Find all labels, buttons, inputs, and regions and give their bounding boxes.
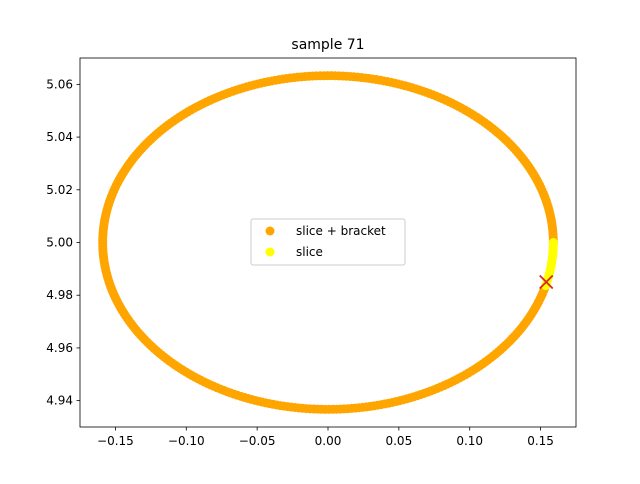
legend-swatch-slice-bracket xyxy=(265,226,275,236)
x-axis: −0.15 −0.10 −0.05 0.00 0.05 0.10 0.15 xyxy=(97,427,554,448)
x-tick-label: −0.05 xyxy=(239,434,276,448)
y-tick-label: 5.02 xyxy=(46,183,73,197)
legend: slice + bracket slice xyxy=(250,218,406,266)
x-tick-label: −0.15 xyxy=(97,434,134,448)
series-0 xyxy=(98,71,558,414)
y-tick-label: 4.98 xyxy=(46,288,73,302)
y-tick-label: 5.04 xyxy=(46,130,73,144)
x-tick-label: 0.05 xyxy=(385,434,412,448)
legend-label-slice-bracket: slice + bracket xyxy=(296,224,386,238)
legend-swatch-slice xyxy=(265,247,275,257)
series-1 xyxy=(541,238,558,291)
marker-layer xyxy=(539,274,554,290)
x-tick-label: 0.10 xyxy=(456,434,483,448)
x-tick-label: 0.00 xyxy=(315,434,342,448)
legend-label-slice: slice xyxy=(296,245,323,259)
x-marker xyxy=(539,274,554,290)
legend-box xyxy=(250,218,406,266)
data-point xyxy=(548,238,558,247)
x-tick-label: 0.15 xyxy=(527,434,554,448)
y-tick-label: 5.00 xyxy=(46,236,73,250)
points-layer xyxy=(98,71,558,414)
y-tick-label: 4.96 xyxy=(46,341,73,355)
y-tick-label: 4.94 xyxy=(46,394,73,408)
y-tick-label: 5.06 xyxy=(46,77,73,91)
chart-title: sample 71 xyxy=(291,37,364,53)
y-axis: 4.94 4.96 4.98 5.00 5.02 5.04 5.06 xyxy=(46,77,80,408)
x-tick-label: −0.10 xyxy=(168,434,205,448)
